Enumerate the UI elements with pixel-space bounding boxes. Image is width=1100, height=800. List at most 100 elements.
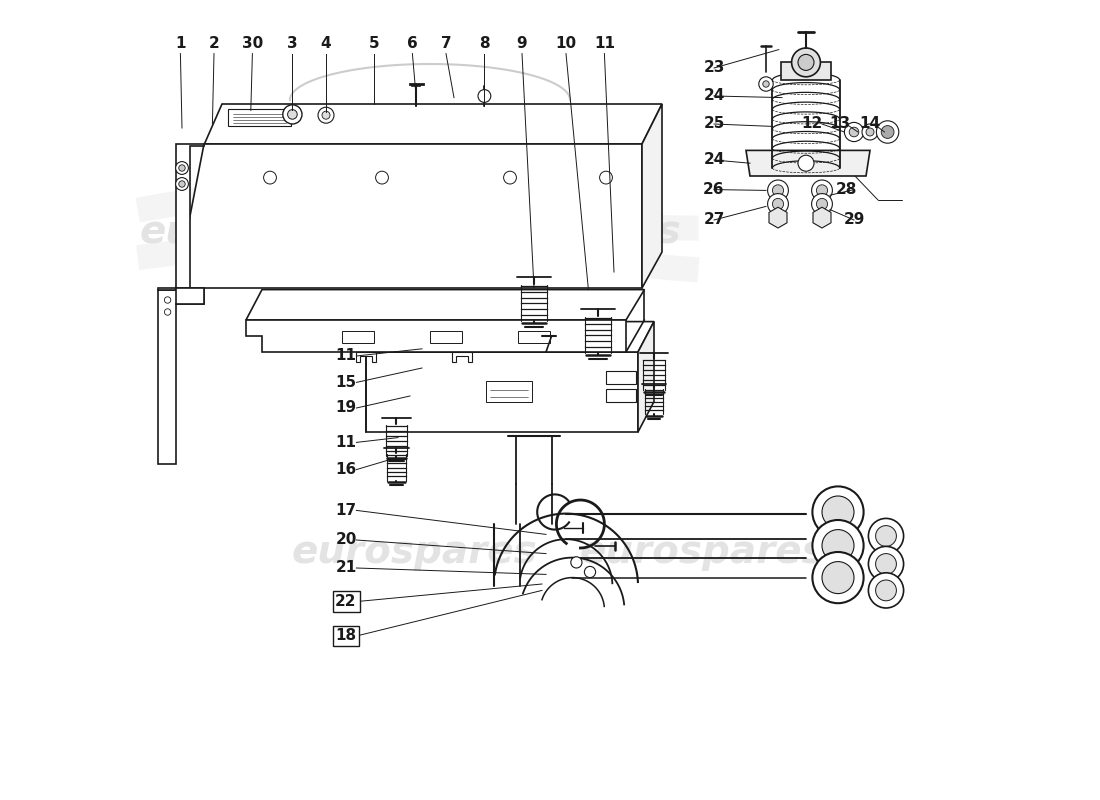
Circle shape — [816, 185, 827, 196]
Bar — [518, 331, 550, 343]
Circle shape — [862, 124, 878, 140]
Circle shape — [264, 171, 276, 184]
Circle shape — [287, 110, 297, 119]
Text: eurospares: eurospares — [139, 213, 385, 251]
Circle shape — [792, 48, 821, 77]
Text: 1: 1 — [175, 37, 186, 51]
Text: 21: 21 — [336, 561, 356, 575]
Text: 12: 12 — [802, 117, 823, 131]
Circle shape — [772, 198, 783, 210]
Text: 15: 15 — [336, 375, 356, 390]
Text: 2: 2 — [209, 37, 219, 51]
Circle shape — [868, 546, 903, 582]
Bar — [229, 109, 290, 126]
Circle shape — [822, 562, 854, 594]
Circle shape — [768, 194, 789, 214]
Text: 18: 18 — [336, 629, 356, 643]
Text: 29: 29 — [844, 213, 865, 227]
Circle shape — [866, 128, 874, 136]
Circle shape — [176, 162, 188, 174]
Circle shape — [812, 180, 833, 201]
Circle shape — [283, 105, 302, 124]
Circle shape — [813, 486, 864, 538]
Text: 6: 6 — [407, 37, 418, 51]
Text: 23: 23 — [703, 61, 725, 75]
Polygon shape — [452, 352, 472, 362]
Text: 8: 8 — [480, 37, 490, 51]
Bar — [606, 371, 637, 384]
Text: 14: 14 — [859, 117, 881, 131]
Circle shape — [798, 54, 814, 70]
Polygon shape — [246, 320, 626, 352]
Circle shape — [849, 127, 859, 137]
Polygon shape — [176, 144, 205, 288]
Text: 26: 26 — [703, 182, 725, 197]
Text: 13: 13 — [829, 117, 850, 131]
Circle shape — [876, 554, 896, 574]
Circle shape — [176, 178, 188, 190]
Circle shape — [822, 530, 854, 562]
Text: 22: 22 — [336, 594, 356, 609]
Circle shape — [813, 520, 864, 571]
Bar — [606, 389, 637, 402]
Polygon shape — [366, 322, 654, 352]
Bar — [430, 331, 462, 343]
Circle shape — [876, 526, 896, 546]
Polygon shape — [356, 352, 375, 362]
Text: 19: 19 — [336, 401, 356, 415]
Circle shape — [881, 126, 894, 138]
Text: 4: 4 — [321, 37, 331, 51]
Circle shape — [164, 297, 170, 303]
Text: 20: 20 — [336, 533, 356, 547]
Bar — [486, 381, 532, 402]
Text: 17: 17 — [336, 503, 356, 518]
Text: eurospares: eurospares — [579, 533, 825, 571]
Circle shape — [571, 557, 582, 568]
Polygon shape — [642, 104, 662, 288]
Polygon shape — [366, 352, 638, 432]
Circle shape — [600, 171, 613, 184]
Circle shape — [179, 181, 185, 187]
Polygon shape — [158, 288, 176, 290]
Text: 11: 11 — [594, 37, 615, 51]
Circle shape — [798, 155, 814, 171]
Polygon shape — [769, 207, 786, 228]
Circle shape — [164, 309, 170, 315]
Text: 11: 11 — [336, 349, 356, 363]
Text: 24: 24 — [703, 89, 725, 103]
Circle shape — [504, 171, 516, 184]
Circle shape — [584, 566, 595, 578]
Polygon shape — [746, 150, 870, 176]
Polygon shape — [205, 104, 662, 144]
Circle shape — [812, 194, 833, 214]
Text: 9: 9 — [517, 37, 527, 51]
Bar — [781, 62, 832, 80]
Polygon shape — [176, 288, 205, 304]
Circle shape — [868, 518, 903, 554]
Text: 30: 30 — [242, 37, 263, 51]
Text: 24: 24 — [703, 153, 725, 167]
Text: 7: 7 — [441, 37, 451, 51]
Polygon shape — [176, 144, 642, 288]
Circle shape — [375, 171, 388, 184]
Polygon shape — [638, 322, 654, 432]
Polygon shape — [813, 207, 830, 228]
Circle shape — [768, 180, 789, 201]
Text: 16: 16 — [336, 462, 356, 477]
Text: eurospares: eurospares — [292, 533, 537, 571]
Circle shape — [759, 77, 773, 91]
Text: 25: 25 — [703, 117, 725, 131]
Circle shape — [772, 185, 783, 196]
Circle shape — [876, 580, 896, 601]
Circle shape — [868, 573, 903, 608]
Circle shape — [318, 107, 334, 123]
Text: 3: 3 — [287, 37, 298, 51]
Circle shape — [322, 111, 330, 119]
Circle shape — [813, 552, 864, 603]
Text: 28: 28 — [835, 182, 857, 197]
Circle shape — [816, 198, 827, 210]
Text: eurospares: eurospares — [436, 213, 681, 251]
Circle shape — [877, 121, 899, 143]
Circle shape — [762, 81, 769, 87]
Bar — [342, 331, 374, 343]
